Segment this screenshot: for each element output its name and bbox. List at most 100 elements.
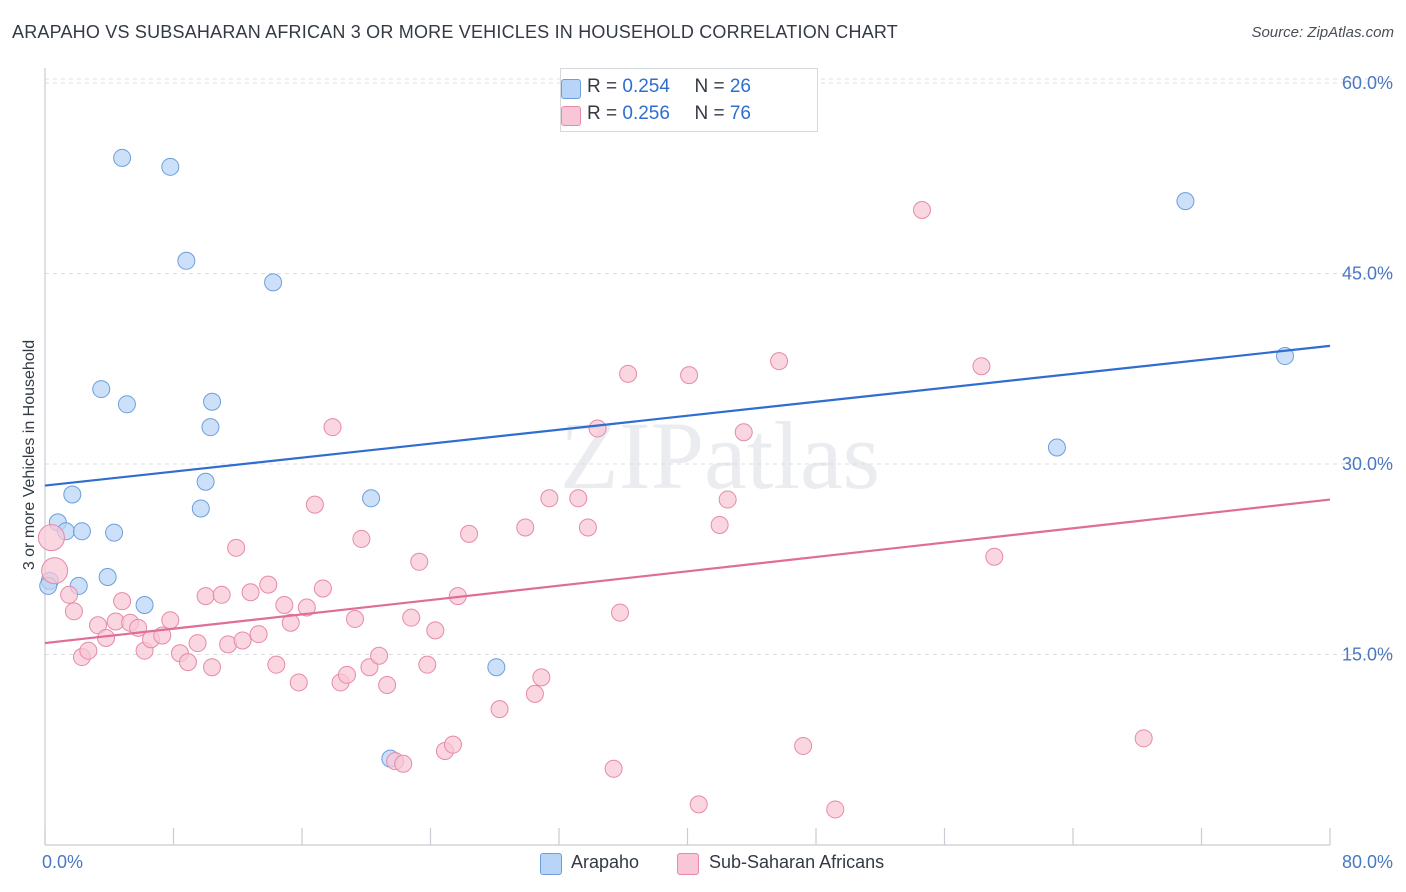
y-tick-label: 30.0%	[1342, 454, 1393, 474]
correlation-legend: R = 0.254 N = 26 R = 0.256 N = 76	[560, 68, 818, 132]
subsaharan-point	[532, 668, 551, 687]
subsaharan-point	[985, 547, 1004, 566]
arapaho-point	[92, 380, 111, 399]
legend-r-label: R =	[587, 103, 623, 124]
subsaharan-point	[826, 800, 845, 819]
subsaharan-point	[297, 598, 316, 617]
subsaharan-point	[972, 357, 991, 376]
subsaharan-point	[337, 665, 356, 684]
subsaharan-legend-swatch	[677, 853, 699, 875]
subsaharan-point	[37, 524, 65, 552]
arapaho-point	[191, 499, 210, 518]
legend-r-label: R =	[587, 76, 623, 97]
y-tick-label: 60.0%	[1342, 73, 1393, 93]
arapaho-point	[362, 489, 381, 508]
subsaharan-point	[227, 538, 246, 557]
subsaharan-point	[1134, 729, 1153, 748]
subsaharan-point	[794, 736, 813, 755]
arapaho-point	[487, 658, 506, 677]
subsaharan-point	[203, 658, 222, 677]
legend-n-label: N =	[694, 76, 730, 97]
subsaharan-point	[79, 641, 98, 660]
legend-n-label: N =	[694, 103, 730, 124]
subsaharan-point	[443, 735, 462, 754]
arapaho-point	[117, 395, 136, 414]
subsaharan-point	[352, 529, 371, 548]
subsaharan-point	[41, 557, 69, 585]
subsaharan-point	[305, 495, 324, 514]
arapaho-point	[98, 568, 117, 587]
subsaharan-point	[490, 700, 509, 719]
subsaharan-point	[710, 515, 729, 534]
subsaharan-point	[188, 634, 207, 653]
subsaharan-trend-line	[44, 498, 1331, 645]
x-tick-label: 0.0%	[42, 852, 83, 872]
source-label: Source: ZipAtlas.com	[1251, 24, 1394, 41]
subsaharan-point	[402, 608, 421, 627]
legend-row-subsaharan: R = 0.256 N = 76	[561, 103, 751, 126]
data-points	[37, 148, 1295, 819]
subsaharan-swatch	[561, 106, 581, 126]
arapaho-point	[203, 392, 222, 411]
subsaharan-point	[410, 552, 429, 571]
trend-lines	[44, 344, 1331, 645]
tick-labels: 15.0% 30.0% 45.0% 60.0% 0.0% 80.0%	[42, 73, 1393, 872]
legend-label-subsaharan: Sub-Saharan Africans	[709, 852, 885, 872]
subsaharan-point	[212, 585, 231, 604]
subsaharan-point	[578, 518, 597, 537]
subsaharan-point	[569, 489, 588, 508]
arapaho-point	[177, 251, 196, 270]
arapaho-point	[72, 522, 91, 541]
arapaho-point	[135, 595, 154, 614]
subsaharan-point	[346, 609, 365, 628]
subsaharan-point	[313, 579, 332, 598]
subsaharan-point	[89, 616, 108, 635]
arapaho-point	[1047, 438, 1066, 457]
subsaharan-point	[588, 419, 607, 438]
arapaho-point	[113, 148, 132, 167]
subsaharan-point	[913, 201, 932, 219]
subsaharan-point	[323, 418, 342, 437]
arapaho-point	[161, 157, 180, 176]
arapaho-point	[105, 523, 124, 542]
y-tick-label: 45.0%	[1342, 264, 1393, 284]
subsaharan-point	[281, 613, 300, 632]
subsaharan-point	[734, 423, 753, 442]
subsaharan-point	[680, 366, 699, 385]
subsaharan-point	[113, 592, 132, 611]
subsaharan-point	[378, 675, 397, 694]
subsaharan-point	[426, 621, 445, 640]
subsaharan-point	[178, 653, 197, 672]
y-tick-label: 15.0%	[1342, 645, 1393, 665]
axes	[44, 68, 1331, 846]
subsaharan-point	[241, 583, 260, 602]
x-tick-label: 80.0%	[1342, 852, 1393, 872]
subsaharan-point	[619, 364, 638, 383]
subsaharan-point	[689, 795, 708, 814]
subsaharan-point	[275, 595, 294, 614]
arapaho-trend-line	[44, 344, 1331, 487]
subsaharan-point	[289, 673, 308, 692]
subsaharan-point	[611, 603, 630, 622]
subsaharan-point	[267, 655, 286, 674]
arapaho-point	[196, 472, 215, 491]
chart-title: ARAPAHO VS SUBSAHARAN AFRICAN 3 OR MORE …	[12, 22, 898, 42]
legend-label-arapaho: Arapaho	[571, 852, 640, 872]
legend-r-value: 0.256	[622, 103, 670, 124]
watermark: ZIPatlas	[560, 402, 880, 509]
subsaharan-point	[418, 655, 437, 674]
subsaharan-point	[249, 625, 268, 644]
subsaharan-point	[525, 684, 544, 703]
legend-r-value: 0.254	[622, 76, 670, 97]
arapaho-point	[63, 485, 82, 504]
subsaharan-point	[161, 611, 180, 630]
subsaharan-point	[770, 352, 789, 371]
subsaharan-point	[718, 490, 737, 509]
subsaharan-point	[394, 754, 413, 773]
legend-n-value: 26	[729, 76, 751, 97]
subsaharan-point	[196, 587, 215, 606]
arapaho-point	[1176, 192, 1195, 211]
subsaharan-point	[460, 524, 479, 543]
arapaho-swatch	[561, 79, 581, 99]
legend-n-value: 76	[729, 103, 751, 124]
